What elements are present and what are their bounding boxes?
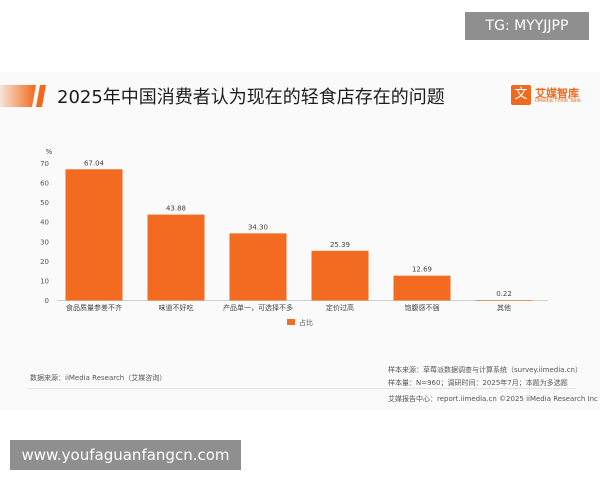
bar-value-label: 25.39 bbox=[330, 241, 350, 249]
bar bbox=[393, 275, 451, 301]
y-tick-label: 70 bbox=[40, 160, 49, 168]
sample-info: 样本来源：草莓派数据调查与计算系统（survey.iimedia.cn） 样本量… bbox=[388, 364, 582, 390]
chart-title: 2025年中国消费者认为现在的轻食店存在的问题 bbox=[57, 87, 445, 108]
legend-label: 占比 bbox=[299, 318, 313, 327]
y-axis-ticks: 0 10 20 30 40 50 60 70 bbox=[40, 160, 49, 305]
brand-logo-icon: 文 bbox=[511, 85, 531, 105]
bar bbox=[311, 250, 369, 301]
bar bbox=[147, 214, 205, 301]
y-tick-label: 0 bbox=[45, 297, 49, 305]
category-label: 味道不好吃 bbox=[159, 303, 194, 312]
bar-value-label: 67.04 bbox=[84, 159, 105, 167]
watermark-top: TG: MYYJJPP bbox=[465, 12, 589, 40]
bar-chart: % 0 10 20 30 40 50 60 70 67.04 43.88 34.30 25.39 12… bbox=[40, 148, 548, 327]
bar bbox=[229, 233, 287, 301]
y-axis-unit: % bbox=[46, 148, 53, 156]
bar bbox=[475, 300, 533, 301]
brand-subname: iiMedia Think Tank bbox=[535, 98, 582, 104]
y-tick-label: 30 bbox=[40, 238, 49, 246]
category-labels-group: 食品质量参差不齐 味道不好吃 产品单一，可选择不多 定价过高 饱腹感不强 其他 bbox=[66, 303, 511, 312]
footer-divider bbox=[28, 388, 576, 389]
value-labels-group: 67.04 43.88 34.30 25.39 12.69 0.22 bbox=[84, 159, 512, 298]
report-card: 2025年中国消费者认为现在的轻食店存在的问题 文 艾媒智库 iiMedia T… bbox=[0, 72, 600, 410]
category-label: 其他 bbox=[497, 303, 511, 312]
brand-logo: 文 艾媒智库 iiMedia Think Tank bbox=[511, 85, 591, 109]
bar bbox=[65, 169, 123, 301]
category-label: 产品单一，可选择不多 bbox=[223, 303, 293, 312]
legend-swatch bbox=[287, 319, 295, 325]
brand-name: 艾媒智库 bbox=[535, 87, 579, 100]
watermark-bottom: www.youfaguanfangcn.com bbox=[10, 440, 241, 470]
bar-value-label: 0.22 bbox=[496, 290, 512, 298]
y-tick-label: 50 bbox=[40, 199, 49, 207]
title-stripes-decoration bbox=[0, 85, 46, 107]
y-tick-label: 10 bbox=[40, 277, 49, 285]
category-label: 食品质量参差不齐 bbox=[66, 303, 122, 312]
bars-group bbox=[65, 169, 533, 301]
y-tick-label: 60 bbox=[40, 180, 49, 188]
category-label: 定价过高 bbox=[326, 303, 354, 312]
data-source: 数据来源：iiMedia Research（艾媒咨询） bbox=[30, 374, 167, 382]
sample-size: 样本量：N=960；调研时间：2025年7月；本题为多选题 bbox=[388, 379, 568, 387]
sample-source: 样本来源：草莓派数据调查与计算系统（survey.iimedia.cn） bbox=[388, 366, 582, 374]
bar-value-label: 34.30 bbox=[248, 223, 268, 231]
bar-value-label: 43.88 bbox=[166, 205, 186, 213]
category-label: 饱腹感不强 bbox=[405, 303, 440, 312]
y-tick-label: 20 bbox=[40, 258, 49, 266]
y-tick-label: 40 bbox=[40, 219, 49, 227]
report-footer: 艾媒报告中心：report.iimedia.cn ©2025 iiMedia R… bbox=[388, 395, 598, 403]
bar-value-label: 12.69 bbox=[412, 266, 432, 274]
